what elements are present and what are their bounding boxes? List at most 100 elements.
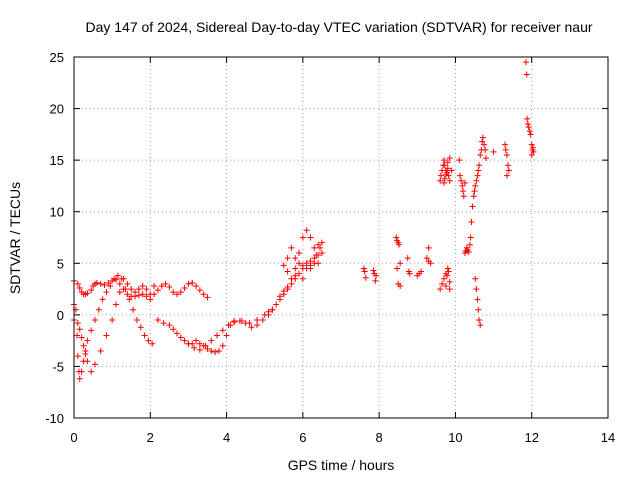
- data-point: [74, 280, 81, 287]
- data-points: [71, 59, 537, 382]
- y-tick-label: -10: [45, 411, 64, 426]
- data-point: [97, 347, 104, 354]
- data-point: [149, 340, 156, 347]
- data-point: [170, 289, 177, 296]
- data-point: [196, 340, 203, 347]
- data-point: [296, 260, 303, 267]
- y-tick-label: 20: [50, 102, 64, 117]
- data-point: [147, 296, 154, 303]
- data-point: [527, 131, 534, 138]
- data-point: [440, 275, 447, 282]
- data-point: [185, 280, 192, 287]
- data-point: [448, 167, 455, 174]
- data-point: [503, 172, 510, 179]
- data-point: [446, 278, 453, 285]
- data-point: [114, 272, 121, 279]
- data-point: [318, 239, 325, 246]
- data-point: [528, 151, 535, 158]
- data-point: [470, 193, 477, 200]
- data-point: [465, 248, 472, 255]
- data-point: [296, 249, 303, 256]
- data-point: [303, 260, 310, 267]
- data-point: [502, 146, 509, 153]
- data-point: [204, 294, 211, 301]
- data-point: [440, 179, 447, 186]
- data-point: [372, 277, 379, 284]
- data-point: [185, 340, 192, 347]
- data-point: [78, 368, 85, 375]
- data-point: [423, 255, 430, 262]
- data-point: [362, 274, 369, 281]
- data-point: [269, 306, 276, 313]
- data-point: [158, 282, 165, 289]
- data-point: [502, 141, 509, 148]
- data-point: [472, 182, 479, 189]
- data-point: [135, 286, 142, 293]
- data-point: [214, 332, 221, 339]
- data-point: [460, 193, 467, 200]
- data-point: [444, 272, 451, 279]
- data-point: [177, 289, 184, 296]
- data-point: [236, 318, 243, 325]
- y-tick-label: -5: [52, 359, 64, 374]
- y-tick-label: 5: [57, 256, 64, 271]
- data-point: [477, 322, 484, 329]
- data-point: [437, 286, 444, 293]
- data-point: [473, 286, 480, 293]
- data-point: [80, 342, 87, 349]
- data-point: [303, 227, 310, 234]
- data-point: [191, 344, 198, 351]
- data-point: [259, 317, 266, 324]
- data-point: [273, 301, 280, 308]
- data-point: [469, 203, 476, 210]
- data-point: [137, 324, 144, 331]
- data-point: [446, 286, 453, 293]
- data-point: [122, 286, 129, 293]
- data-point: [202, 342, 209, 349]
- data-point: [296, 270, 303, 277]
- data-point: [154, 287, 161, 294]
- data-point: [528, 141, 535, 148]
- grid-lines: [74, 57, 608, 418]
- data-point: [311, 244, 318, 251]
- data-point: [93, 279, 100, 286]
- data-point: [145, 337, 152, 344]
- data-point: [299, 234, 306, 241]
- data-point: [284, 268, 291, 275]
- data-point: [425, 244, 432, 251]
- data-point: [476, 317, 483, 324]
- data-point: [474, 296, 481, 303]
- data-point: [265, 311, 272, 318]
- series-trace-d: [185, 249, 325, 353]
- data-point: [460, 188, 467, 195]
- plot-frame: [73, 56, 609, 419]
- data-point: [223, 332, 230, 339]
- data-point: [370, 267, 377, 274]
- data-point: [160, 320, 167, 327]
- data-point: [503, 151, 510, 158]
- data-point: [397, 282, 404, 289]
- data-point: [189, 279, 196, 286]
- data-point: [456, 157, 463, 164]
- data-point: [526, 128, 533, 135]
- data-point: [74, 320, 81, 327]
- data-point: [101, 281, 108, 288]
- data-point: [76, 326, 83, 333]
- data-point: [74, 332, 81, 339]
- data-point: [477, 151, 484, 158]
- data-point: [97, 280, 104, 287]
- data-point: [482, 155, 489, 162]
- data-point: [444, 165, 451, 172]
- series-cluster-8: [360, 265, 380, 284]
- x-tick-label: 6: [299, 430, 306, 445]
- data-point: [80, 358, 87, 365]
- data-point: [373, 272, 380, 279]
- data-point: [82, 347, 89, 354]
- data-point: [116, 280, 123, 287]
- data-point: [215, 347, 222, 354]
- data-point: [466, 241, 473, 248]
- data-point: [522, 59, 529, 66]
- x-tick-label: 2: [147, 430, 154, 445]
- data-point: [276, 293, 283, 300]
- data-point: [208, 347, 215, 354]
